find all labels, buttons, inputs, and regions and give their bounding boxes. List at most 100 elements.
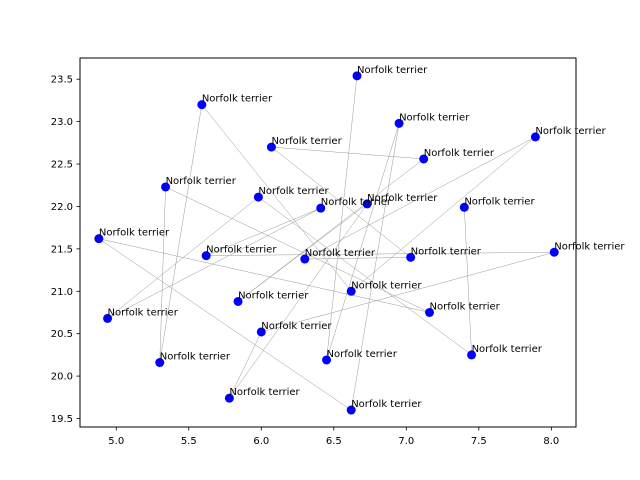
scatter-point xyxy=(530,132,540,142)
point-label: Norfolk terrier xyxy=(166,176,237,187)
scatter-point xyxy=(256,327,266,337)
scatter-point xyxy=(224,393,234,403)
point-label: Norfolk terrier xyxy=(472,344,543,355)
x-axis: 5.0 5.5 6.0 6.5 7.0 7.5 8.0 xyxy=(108,427,559,447)
x-tick-label: 6.5 xyxy=(326,436,342,447)
scatter-point xyxy=(197,100,207,110)
axes-frame xyxy=(79,57,577,428)
point-label: Norfolk terrier xyxy=(258,186,329,197)
y-tick-label: 20.0 xyxy=(51,372,73,383)
x-tick-label: 6.0 xyxy=(253,436,269,447)
scatter-point xyxy=(406,252,416,262)
y-tick-label: 23.5 xyxy=(51,75,73,86)
y-tick-label: 19.5 xyxy=(51,414,73,425)
connection-line xyxy=(464,207,472,355)
connection-line xyxy=(159,104,203,363)
point-label: Norfolk terrier xyxy=(554,241,625,252)
scatter-point xyxy=(161,182,171,192)
x-tick-label: 7.0 xyxy=(398,436,414,447)
y-tick-label: 21.0 xyxy=(51,287,73,298)
connection-line xyxy=(107,196,259,319)
scatter-point xyxy=(419,154,429,164)
point-label: Norfolk terrier xyxy=(424,148,495,159)
scatter-point xyxy=(233,296,243,306)
scatter-point xyxy=(425,307,435,317)
connection-line xyxy=(261,252,555,333)
connection-line xyxy=(229,203,368,399)
connection-line xyxy=(326,123,400,361)
connection-line xyxy=(98,238,430,313)
scatter-markers xyxy=(94,71,559,415)
connection-line xyxy=(351,136,536,292)
scatter-point xyxy=(352,71,362,81)
point-label: Norfolk terrier xyxy=(399,112,470,123)
scatter-point xyxy=(103,313,113,323)
point-label: Norfolk terrier xyxy=(464,196,535,207)
connection-line xyxy=(165,186,430,313)
scatter-point xyxy=(322,355,332,365)
connection-line xyxy=(229,331,262,399)
connection-line xyxy=(206,207,321,256)
scatter-point xyxy=(253,192,263,202)
point-label: Norfolk terrier xyxy=(305,248,376,259)
point-label: Norfolk terrier xyxy=(321,197,392,208)
scatter-point xyxy=(346,405,356,415)
point-label: Norfolk terrier xyxy=(229,387,300,398)
scatter-point xyxy=(459,202,469,212)
y-tick-label: 22.0 xyxy=(51,202,73,213)
x-tick-label: 7.5 xyxy=(471,436,487,447)
scatter-point xyxy=(266,142,276,152)
connection-line xyxy=(258,196,472,356)
scatter-point xyxy=(549,247,559,257)
connection-line xyxy=(107,207,321,319)
connection-line xyxy=(304,136,536,260)
point-label: Norfolk terrier xyxy=(160,352,231,363)
point-label: Norfolk terrier xyxy=(261,321,332,332)
point-label: Norfolk terrier xyxy=(108,307,179,318)
connection-line xyxy=(159,186,166,363)
point-label: Norfolk terrier xyxy=(271,136,342,147)
connection-lines xyxy=(98,75,555,411)
scatter-point xyxy=(346,286,356,296)
scatter-point xyxy=(94,234,104,244)
y-tick-label: 21.5 xyxy=(51,244,73,255)
point-label: Norfolk terrier xyxy=(411,246,482,257)
point-label: Norfolk terrier xyxy=(99,228,170,239)
point-label: Norfolk terrier xyxy=(351,399,422,410)
point-label: Norfolk terrier xyxy=(327,349,398,360)
connection-line xyxy=(304,257,411,260)
scatter-point xyxy=(394,118,404,128)
x-tick-label: 5.0 xyxy=(108,436,124,447)
y-tick-label: 22.5 xyxy=(51,160,73,171)
point-label: Norfolk terrier xyxy=(238,290,309,301)
point-label: Norfolk terrier xyxy=(430,301,501,312)
scatter-point xyxy=(362,199,372,209)
y-tick-label: 20.5 xyxy=(51,329,73,340)
scatter-point xyxy=(201,251,211,261)
scatter-point xyxy=(316,203,326,213)
connection-line xyxy=(98,238,352,411)
connection-line xyxy=(271,146,424,160)
connection-line xyxy=(350,123,400,411)
x-tick-label: 8.0 xyxy=(543,436,559,447)
point-label: Norfolk terrier xyxy=(535,126,606,137)
x-tick-label: 5.5 xyxy=(181,436,197,447)
connection-line xyxy=(237,158,424,302)
point-label: Norfolk terrier xyxy=(206,245,277,256)
connection-line xyxy=(206,252,555,256)
connection-line xyxy=(271,146,411,258)
point-label: Norfolk terrier xyxy=(367,193,438,204)
y-tick-label: 23.0 xyxy=(51,117,73,128)
y-axis: 19.5 20.0 20.5 21.0 21.5 22.0 22.5 23.0 23.5 xyxy=(51,75,80,425)
point-label: Norfolk terrier xyxy=(202,94,273,105)
scatter-point xyxy=(467,350,477,360)
connection-line xyxy=(237,203,368,302)
scatter-point xyxy=(155,358,165,368)
point-label: Norfolk terrier xyxy=(351,280,422,291)
point-label: Norfolk terrier xyxy=(357,65,428,76)
scatter-point xyxy=(300,254,310,264)
